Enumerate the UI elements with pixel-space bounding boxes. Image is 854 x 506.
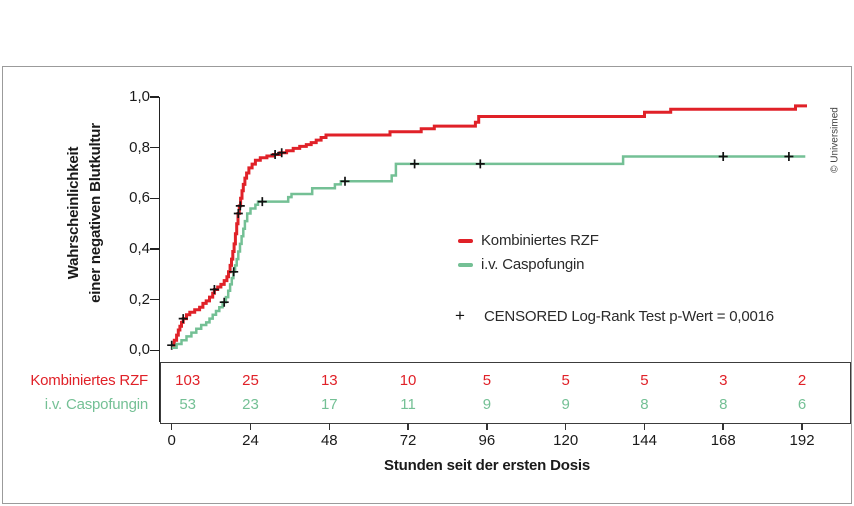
- risk-count: 3: [719, 372, 728, 389]
- risk-count: 13: [320, 372, 338, 389]
- legend-label-kombiniertes-rzf: Kombiniertes RZF: [481, 232, 599, 249]
- legend-swatch-kombiniertes-rzf: [458, 239, 473, 243]
- y-tick-label: 1,0: [129, 88, 150, 105]
- y-tick-mark: [150, 349, 159, 352]
- risk-row-label-i-v-caspofungin: i.v. Caspofungin: [44, 396, 148, 413]
- x-tick-mark: [249, 423, 252, 430]
- y-tick-label: 0,4: [129, 239, 150, 257]
- x-tick-label: 192: [789, 432, 815, 449]
- censored-symbol: +: [455, 306, 465, 325]
- x-tick-label: 72: [399, 432, 417, 449]
- y-tick-mark: [150, 96, 159, 98]
- curve-i-v-caspofungin: [171, 155, 806, 350]
- censored-note: CENSORED Log-Rank Test p-Wert = 0,0016: [484, 308, 774, 325]
- x-tick-mark: [564, 423, 567, 430]
- x-tick-label: 24: [242, 432, 259, 449]
- risk-count: 5: [482, 372, 492, 389]
- censored-marks-kombiniertes-rzf: [167, 148, 287, 350]
- y-tick-mark: [150, 197, 159, 200]
- x-axis-title: Stunden seit der ersten Dosis: [384, 457, 590, 474]
- risk-count: 10: [399, 372, 417, 389]
- x-tick-mark: [801, 423, 803, 430]
- risk-count: 9: [482, 396, 492, 413]
- x-tick-label: 48: [320, 432, 338, 449]
- x-tick-label: 0: [167, 432, 176, 449]
- risk-count: 5: [640, 372, 649, 389]
- risk-count: 23: [242, 396, 259, 413]
- legend-swatch-i-v-caspofungin: [458, 263, 473, 267]
- y-tick-label: 0,8: [129, 138, 150, 156]
- y-tick-label: 0,2: [129, 290, 150, 308]
- y-tick-label: 0,0: [129, 341, 150, 359]
- x-tick-mark: [643, 423, 646, 430]
- copyright-text: © Universimed: [829, 107, 841, 173]
- risk-count: 5: [561, 372, 570, 389]
- x-tick-label: 168: [710, 432, 736, 449]
- risk-count: 8: [640, 396, 649, 413]
- y-axis-line: [158, 97, 160, 422]
- risk-count: 25: [242, 372, 259, 389]
- x-tick-mark: [722, 423, 724, 430]
- x-tick-mark: [407, 423, 409, 430]
- risk-count: 2: [797, 372, 807, 389]
- x-tick-label: 144: [631, 432, 657, 449]
- risk-count: 103: [175, 372, 201, 389]
- risk-count: 53: [179, 396, 197, 413]
- risk-count: 6: [797, 396, 807, 413]
- y-tick-label: 0,6: [129, 189, 150, 207]
- y-tick-mark: [150, 146, 159, 149]
- risk-count: 9: [561, 396, 570, 413]
- x-tick-mark: [486, 423, 488, 430]
- x-tick-label: 120: [553, 432, 579, 449]
- figure-card: [2, 66, 852, 504]
- y-tick-mark: [150, 298, 159, 301]
- x-tick-label: 96: [478, 432, 496, 449]
- x-tick-mark: [328, 423, 331, 430]
- risk-row-label-kombiniertes-rzf: Kombiniertes RZF: [30, 372, 148, 389]
- legend-label-i-v-caspofungin: i.v. Caspofungin: [481, 256, 585, 273]
- risk-table-box: [159, 361, 851, 424]
- x-tick-mark: [170, 423, 173, 430]
- censored-marks-i-v-caspofungin: [219, 152, 794, 307]
- risk-count: 11: [400, 396, 416, 413]
- risk-count: 8: [719, 396, 728, 413]
- y-tick-mark: [150, 248, 159, 250]
- risk-count: 17: [320, 396, 338, 413]
